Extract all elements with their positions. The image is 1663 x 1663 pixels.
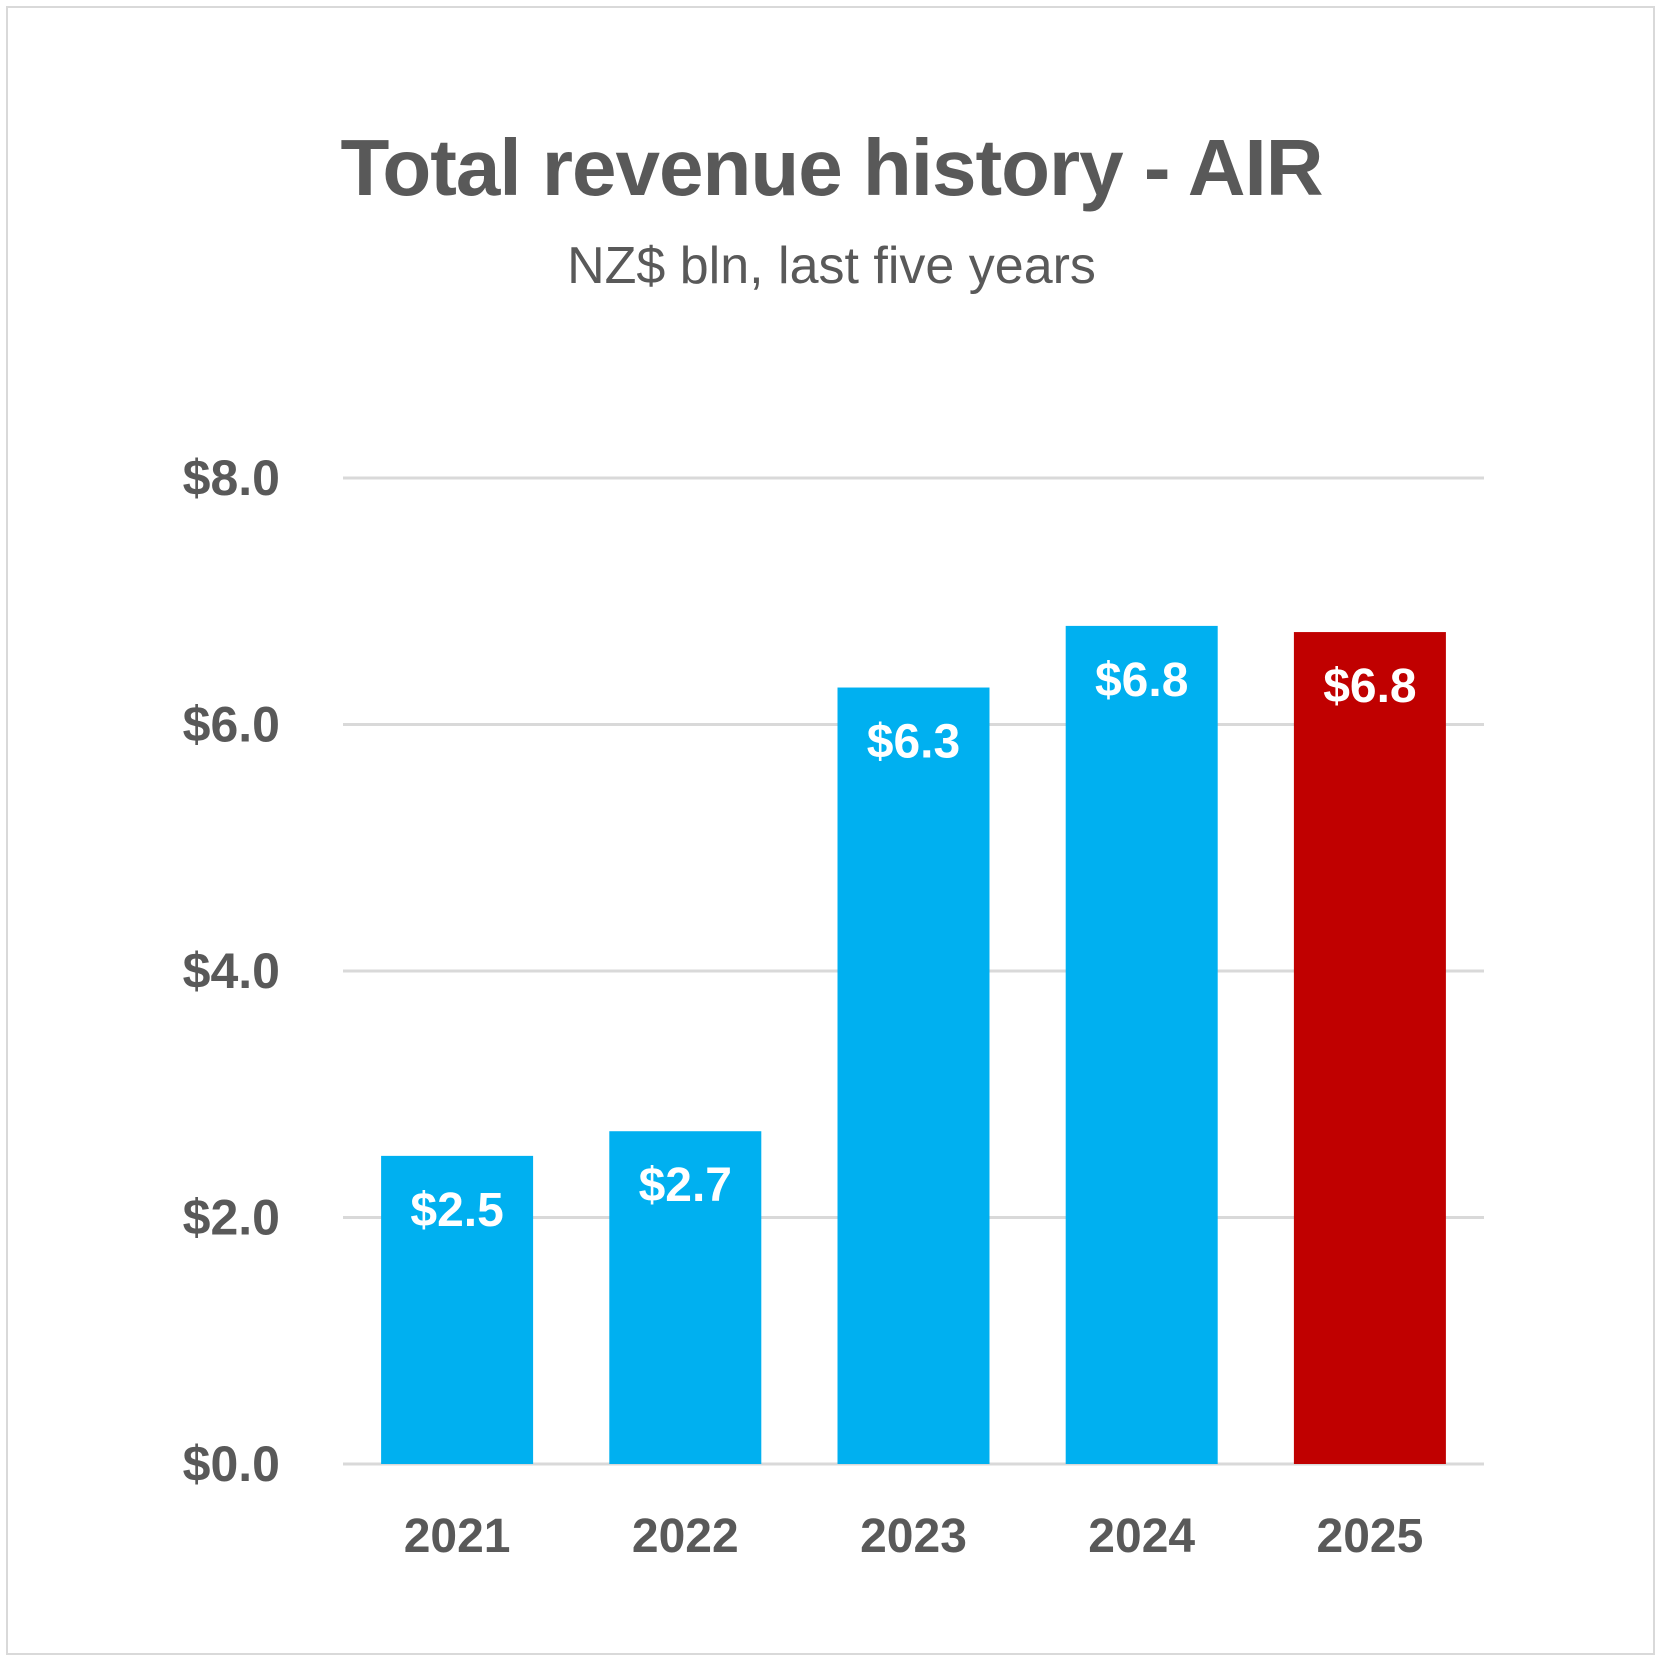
data-label: $6.8 — [1095, 654, 1188, 707]
y-tick-label: $2.0 — [183, 1190, 280, 1246]
x-tick-label: 2022 — [632, 1510, 739, 1563]
x-tick-label: 2023 — [860, 1510, 967, 1563]
data-labels: $2.5 $2.7 $6.3 $6.8 $6.8 — [410, 654, 1416, 1237]
chart-title: Total revenue history - AIR — [340, 123, 1323, 212]
x-tick-label: 2025 — [1317, 1510, 1424, 1563]
bar-2024 — [1065, 625, 1218, 1464]
x-tick-label: 2024 — [1088, 1510, 1195, 1563]
bars — [381, 625, 1446, 1464]
bar-2021 — [381, 1155, 534, 1464]
y-tick-label: $4.0 — [183, 943, 280, 999]
data-label: $6.8 — [1323, 660, 1416, 713]
y-tick-label: $0.0 — [183, 1436, 280, 1492]
x-tick-label: 2021 — [404, 1510, 511, 1563]
data-label: $6.3 — [867, 716, 960, 769]
data-label: $2.5 — [410, 1184, 503, 1237]
y-tick-label: $8.0 — [183, 450, 280, 506]
x-axis-tick-labels: 2021 2022 2023 2024 2025 — [404, 1510, 1424, 1563]
y-tick-label: $6.0 — [183, 697, 280, 753]
y-axis-tick-labels: $0.0 $2.0 $4.0 $6.0 $8.0 — [183, 450, 280, 1492]
bar-2022 — [609, 1131, 762, 1464]
chart-subtitle: NZ$ bln, last five years — [567, 237, 1096, 295]
bar-2023 — [837, 687, 990, 1464]
bar-2025 — [1293, 632, 1446, 1464]
data-label: $2.7 — [639, 1159, 732, 1212]
